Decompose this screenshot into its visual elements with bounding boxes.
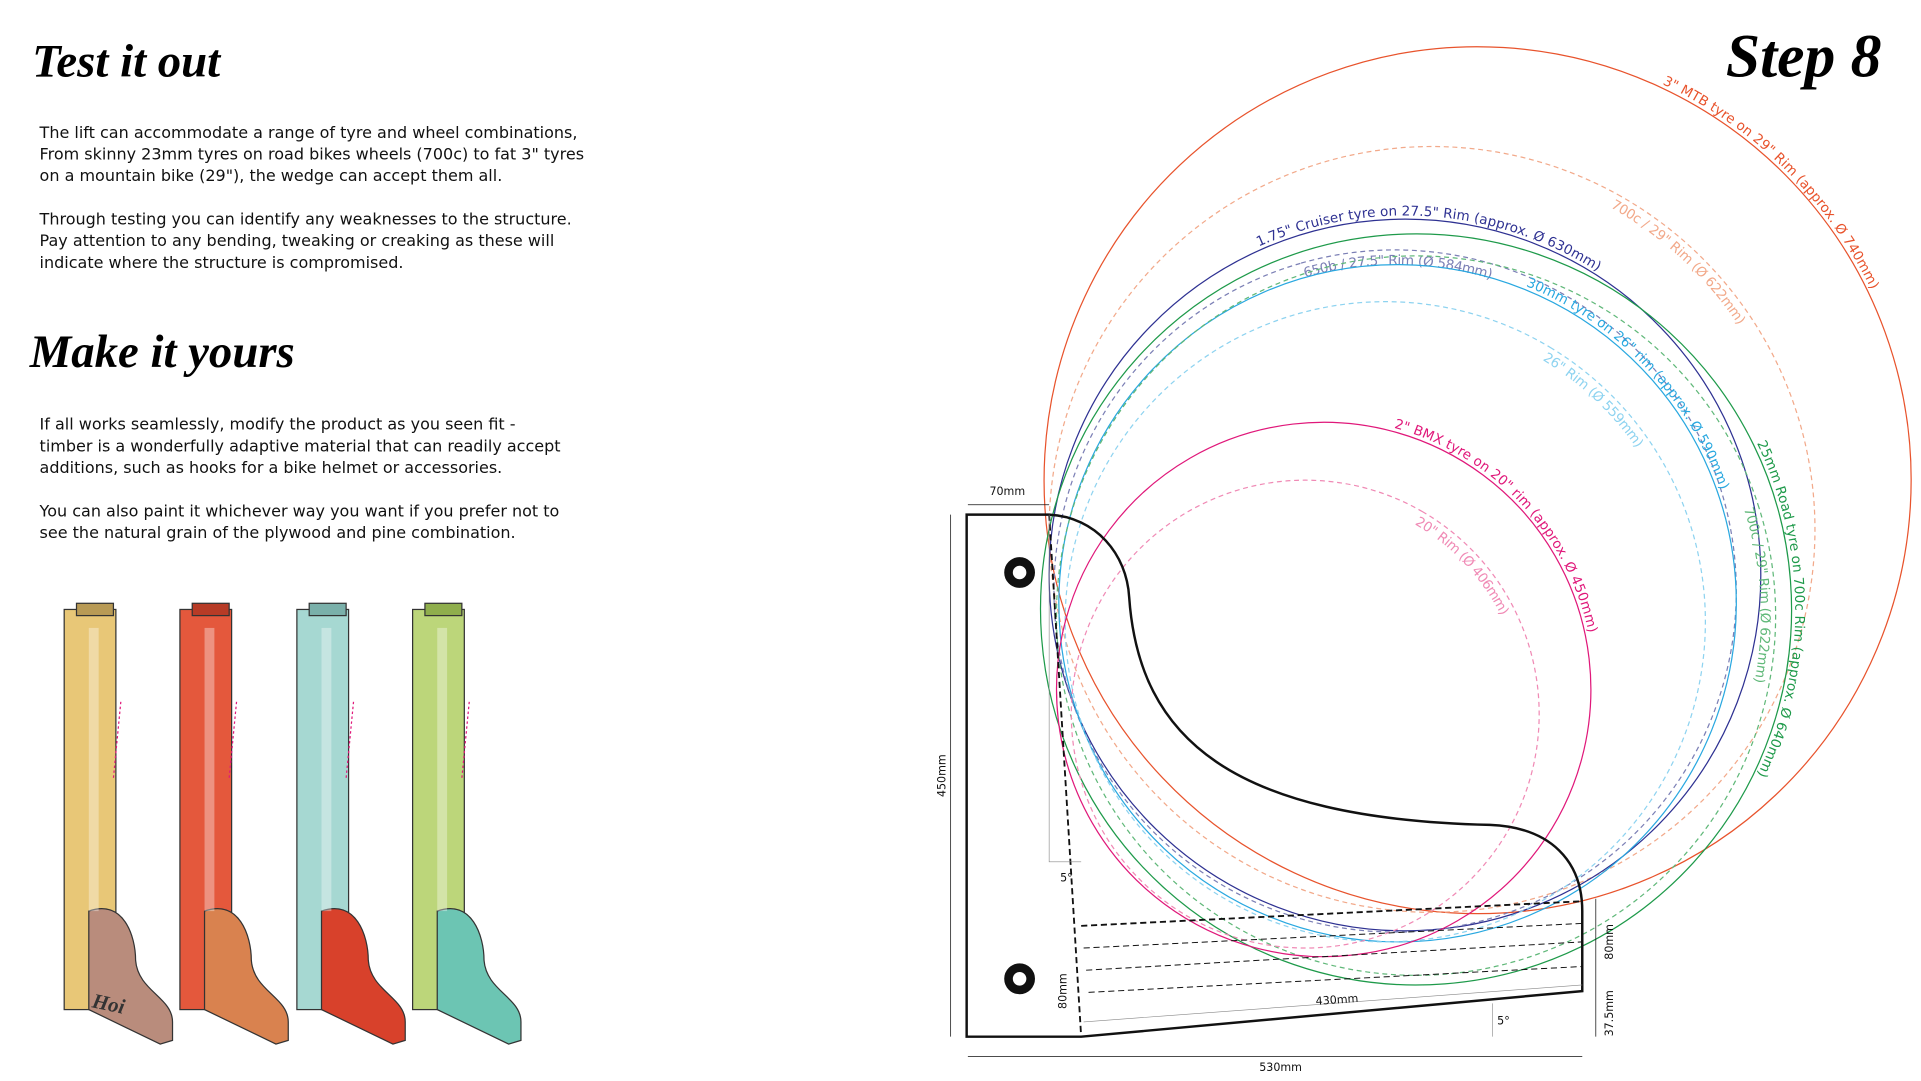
step-label: Step 8 bbox=[1726, 22, 1882, 90]
dimension-label: 5° bbox=[1497, 1014, 1510, 1027]
wheel-circle bbox=[1039, 232, 1793, 987]
text-line: see the natural grain of the plywood and… bbox=[40, 523, 516, 542]
wheel-circle bbox=[1055, 421, 1593, 958]
text-line: The lift can accommodate a range of tyre… bbox=[39, 123, 578, 142]
dimension-label: 5° bbox=[1060, 872, 1073, 885]
illustration: Hoi bbox=[63, 602, 522, 1045]
wheel-circle bbox=[1064, 301, 1706, 943]
wheel-circle bbox=[1055, 255, 1777, 976]
text-line: Pay attention to any bending, tweaking o… bbox=[40, 231, 555, 250]
wheel-label: 20" Rim (Ø 406mm) bbox=[1412, 514, 1511, 618]
wedge bbox=[950, 504, 1597, 1057]
dimensions: 70mm 450mm 5° 80mm 430mm 5° 80mm 37.5mm 530mm bbox=[936, 485, 1616, 1074]
wheel-label: 26" Rim (Ø 559mm) bbox=[1540, 350, 1646, 451]
wheel-circle bbox=[1058, 264, 1737, 943]
dimension-label: 80mm bbox=[1603, 924, 1616, 960]
wheel-circle bbox=[1048, 145, 1816, 913]
dimension-label: 80mm bbox=[1056, 973, 1069, 1009]
wheel-label-path: 30mm tyre on 26" rim (approx. Ø 590mm) bbox=[1524, 275, 1732, 492]
text-line: From skinny 23mm tyres on road bikes whe… bbox=[40, 145, 585, 164]
text-line: If all works seamlessly, modify the prod… bbox=[40, 415, 516, 434]
wheel-circle bbox=[1042, 45, 1913, 915]
dimension-label: 450mm bbox=[936, 754, 949, 797]
wheel-label: 700c / 29" Rim (Ø 622mm) bbox=[1608, 197, 1748, 328]
wheel-circle bbox=[1048, 218, 1762, 932]
text-line: You can also paint it whichever way you … bbox=[39, 501, 560, 520]
wheel-circle bbox=[1052, 249, 1738, 933]
wheel-circle bbox=[1070, 479, 1540, 949]
dimension-label: 70mm bbox=[989, 485, 1025, 498]
wheel-label-path: 26" Rim (Ø 559mm) bbox=[1540, 350, 1646, 451]
dimension-label: 530mm bbox=[1259, 1061, 1302, 1074]
wheel-circles: 3" MTB tyre on 29" Rim (approx. Ø 740mm)… bbox=[1039, 45, 1913, 987]
text-line: additions, such as hooks for a bike helm… bbox=[40, 458, 503, 477]
dimension-label: 430mm bbox=[1315, 992, 1359, 1008]
wheel-label-path: 700c / 29" Rim (Ø 622mm) bbox=[1608, 197, 1748, 328]
text-line: indicate where the structure is compromi… bbox=[40, 253, 404, 272]
wheel-label-path: 20" Rim (Ø 406mm) bbox=[1412, 514, 1511, 618]
text-line: timber is a wonderfully adaptive materia… bbox=[40, 436, 561, 455]
text-line: Through testing you can identify any wea… bbox=[39, 210, 572, 229]
section-title: Test it out bbox=[32, 35, 222, 87]
body-text: The lift can accommodate a range of tyre… bbox=[39, 123, 585, 542]
wheel-label: 30mm tyre on 26" rim (approx. Ø 590mm) bbox=[1524, 275, 1732, 492]
text-line: on a mountain bike (29"), the wedge can … bbox=[40, 166, 503, 185]
wheel-label: 700c / 29" Rim (Ø 622mm) bbox=[1740, 505, 1773, 684]
section-title: Make it yours bbox=[29, 326, 295, 378]
dimension-label: 37.5mm bbox=[1603, 990, 1616, 1036]
wheel-label-path: 700c / 29" Rim (Ø 622mm) bbox=[1740, 505, 1773, 684]
